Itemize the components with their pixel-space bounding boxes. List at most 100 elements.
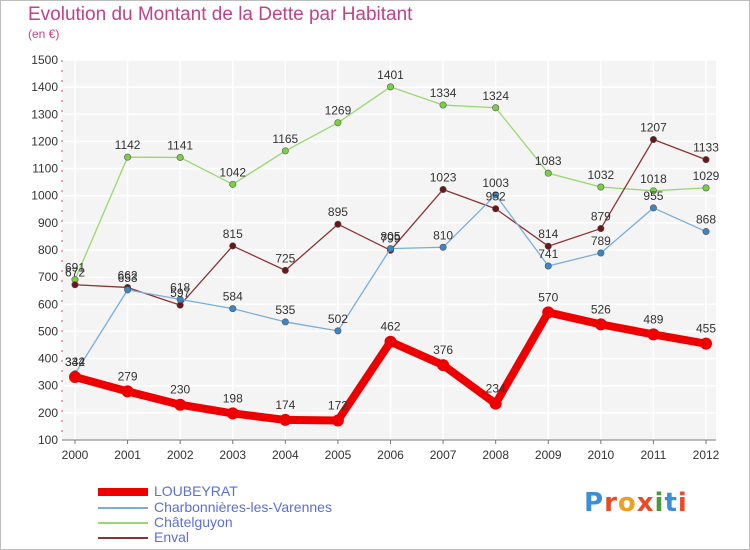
x-tick-label: 2009 bbox=[535, 448, 562, 462]
data-label: 1032 bbox=[587, 168, 614, 182]
y-tick-label: 1000 bbox=[31, 189, 58, 203]
data-point bbox=[700, 337, 712, 350]
data-point bbox=[69, 371, 81, 384]
data-label: 895 bbox=[328, 205, 348, 219]
data-label: 1401 bbox=[377, 68, 404, 82]
series-group bbox=[69, 83, 712, 427]
data-point bbox=[544, 242, 552, 250]
x-tick-label: 2004 bbox=[272, 448, 299, 462]
data-label: 198 bbox=[223, 391, 243, 405]
legend-swatch bbox=[98, 507, 148, 509]
chart-title: Evolution du Montant de la Dette par Hab… bbox=[28, 4, 413, 25]
data-label: 1334 bbox=[430, 86, 457, 100]
data-label: 1042 bbox=[219, 165, 246, 179]
data-point bbox=[386, 83, 394, 91]
data-point bbox=[597, 225, 605, 233]
data-point bbox=[334, 220, 342, 228]
y-tick-label: 1500 bbox=[31, 53, 58, 67]
data-label: 584 bbox=[223, 290, 243, 304]
legend-label: Enval bbox=[154, 529, 190, 545]
data-label: 502 bbox=[328, 312, 348, 326]
y-axis-ticks: 100 200 300 400 500 600 700 800 900 1000 1100 1200 1… bbox=[31, 53, 58, 447]
logo-letter: i bbox=[677, 488, 688, 518]
data-label: 741 bbox=[538, 247, 558, 261]
x-tick-label: 2006 bbox=[377, 448, 404, 462]
legend-swatch bbox=[98, 488, 148, 496]
logo-letter: P bbox=[584, 488, 605, 518]
data-point bbox=[229, 242, 237, 250]
data-label: 489 bbox=[643, 312, 663, 326]
data-label: 332 bbox=[65, 355, 85, 369]
data-point bbox=[649, 204, 657, 212]
data-point bbox=[439, 243, 447, 251]
legend-label: LOUBEYRAT bbox=[154, 483, 238, 499]
y-tick-label: 800 bbox=[38, 243, 58, 257]
data-label: 955 bbox=[643, 189, 663, 203]
data-point bbox=[176, 295, 184, 303]
data-point bbox=[334, 327, 342, 335]
data-label: 462 bbox=[380, 320, 400, 334]
data-label: 879 bbox=[591, 210, 611, 224]
data-label: 1207 bbox=[640, 121, 667, 135]
y-tick-label: 100 bbox=[38, 433, 58, 447]
data-label: 725 bbox=[275, 251, 295, 265]
data-label: 597 bbox=[170, 286, 190, 300]
y-tick-label: 1100 bbox=[32, 162, 58, 176]
data-label: 234 bbox=[486, 382, 506, 396]
data-label: 174 bbox=[275, 398, 295, 412]
data-point bbox=[647, 328, 660, 341]
data-label: 799 bbox=[380, 231, 400, 245]
y-tick-label: 200 bbox=[38, 406, 58, 420]
data-point bbox=[597, 249, 605, 257]
data-label: 810 bbox=[433, 228, 453, 242]
data-point bbox=[386, 245, 394, 253]
data-point bbox=[597, 183, 605, 191]
legend-swatch bbox=[98, 537, 148, 539]
data-point bbox=[544, 262, 552, 270]
data-label: 526 bbox=[591, 302, 611, 316]
data-point bbox=[492, 191, 500, 199]
data-label: 376 bbox=[433, 343, 453, 357]
data-label: 455 bbox=[696, 322, 716, 336]
x-axis-ticks: 2000 2001 2002 2003 2004 2005 2006 2007 2008 2009… bbox=[62, 440, 720, 462]
data-label: 691 bbox=[65, 261, 85, 275]
legend-label: Charbonnières-les-Varennes bbox=[154, 499, 332, 515]
data-point bbox=[439, 101, 447, 109]
data-point bbox=[384, 335, 397, 348]
x-tick-label: 2011 bbox=[641, 448, 667, 462]
data-point bbox=[71, 281, 79, 289]
logo-letter: t bbox=[664, 488, 678, 518]
data-point bbox=[176, 153, 184, 161]
x-tick-label: 2005 bbox=[325, 448, 352, 462]
data-label: 653 bbox=[118, 271, 138, 285]
data-label: 672 bbox=[65, 266, 85, 280]
data-point bbox=[279, 413, 292, 426]
x-tick-label: 2002 bbox=[167, 448, 194, 462]
data-point bbox=[124, 286, 132, 294]
data-label: 535 bbox=[275, 303, 295, 317]
data-label: 952 bbox=[486, 190, 506, 204]
data-label: 805 bbox=[380, 230, 400, 244]
y-tick-label: 900 bbox=[38, 216, 58, 230]
data-point bbox=[492, 104, 500, 112]
data-point bbox=[702, 228, 710, 236]
y-unit-label: (en €) bbox=[28, 27, 60, 41]
data-point bbox=[334, 119, 342, 127]
data-label: 618 bbox=[170, 280, 190, 294]
data-point bbox=[542, 306, 555, 319]
data-label: 1165 bbox=[272, 132, 298, 146]
data-labels: 691 1142 1141 1042 1165 1269 1401 1334 1324 1083 1… bbox=[65, 68, 720, 413]
data-label: 230 bbox=[170, 383, 190, 397]
data-label: 1003 bbox=[482, 176, 509, 190]
data-point bbox=[174, 398, 187, 411]
y-tick-label: 700 bbox=[38, 270, 58, 284]
data-label: 868 bbox=[696, 213, 716, 227]
data-label: 815 bbox=[223, 227, 243, 241]
legend-label: Châtelguyon bbox=[154, 514, 233, 530]
data-point bbox=[437, 359, 450, 372]
proxiti-logo: Proxiti bbox=[584, 488, 688, 518]
legend-swatch bbox=[98, 522, 148, 524]
data-point bbox=[702, 184, 710, 192]
data-label: 1324 bbox=[482, 89, 509, 103]
